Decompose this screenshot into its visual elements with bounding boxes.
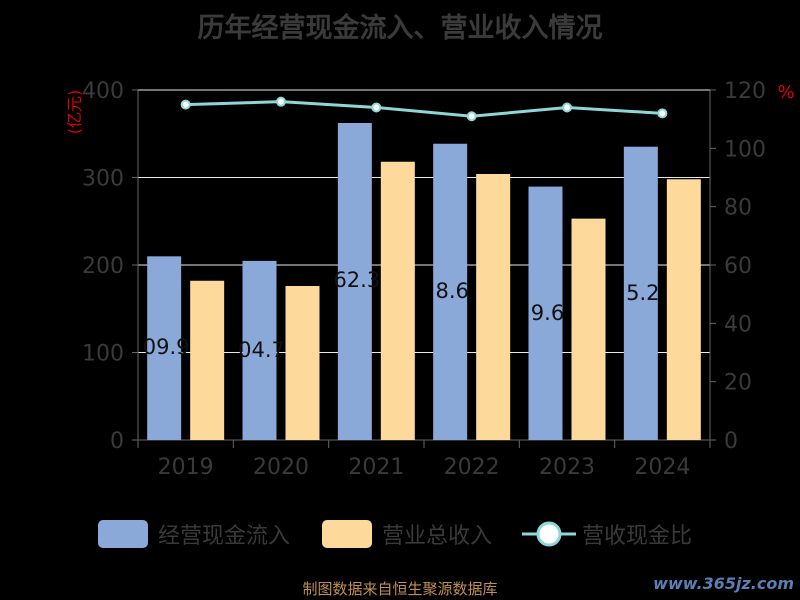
watermark: www.365jz.com <box>653 574 794 593</box>
legend-swatch-cash-inflow <box>98 520 148 548</box>
y-axis-right-title: % <box>777 82 794 103</box>
line-ratio <box>185 100 663 118</box>
y-tick-label-left: 100 <box>82 342 124 367</box>
bar-cash-inflow <box>528 186 563 440</box>
bar-cash-inflow <box>147 256 182 440</box>
y-tick-label-right: 120 <box>724 79 766 104</box>
y-tick-label-right: 80 <box>724 196 752 221</box>
data-label-cash-inflow: 09.9 <box>143 335 190 359</box>
x-tick-label: 2024 <box>634 455 690 480</box>
point-ratio <box>657 108 668 119</box>
y-tick-label-left: 300 <box>82 167 124 192</box>
data-label-cash-inflow: 8.6 <box>435 279 468 303</box>
bar-cash-inflow <box>242 260 277 440</box>
bar-revenue <box>666 179 701 440</box>
y-tick-label-right: 20 <box>724 371 752 396</box>
bar-revenue <box>285 286 320 440</box>
bar-revenue <box>476 174 511 440</box>
legend-label-revenue: 营业总收入 <box>382 524 493 549</box>
point-ratio <box>180 99 191 110</box>
x-tick-label: 2019 <box>158 455 214 480</box>
data-label-cash-inflow: 9.6 <box>531 301 564 325</box>
x-tick-label: 2020 <box>253 455 309 480</box>
data-label-cash-inflow: 5.2 <box>626 281 659 305</box>
y-tick-label-right: 40 <box>724 312 752 337</box>
legend-swatch-revenue <box>322 520 372 548</box>
point-ratio <box>562 102 572 113</box>
point-ratio <box>466 111 477 122</box>
point-ratio <box>276 96 286 107</box>
bar-revenue <box>571 218 606 440</box>
legend-item-ratio: 营收现金比 <box>522 518 692 550</box>
y-tick-label-left: 200 <box>82 254 124 279</box>
x-tick-label: 2023 <box>539 455 595 480</box>
bar-cash-inflow <box>433 143 468 440</box>
point-ratio <box>371 102 382 113</box>
chart-title: 历年经营现金流入、营业收入情况 <box>197 13 603 44</box>
bar-cash-inflow <box>623 146 658 440</box>
bar-revenue <box>190 280 225 440</box>
source-note: 制图数据来自恒生聚源数据库 <box>302 580 498 598</box>
y-tick-label-right: 0 <box>724 429 738 454</box>
legend-label-cash-inflow: 经营现金流入 <box>158 524 291 549</box>
data-label-cash-inflow: 04.7 <box>238 338 285 362</box>
data-label-cash-inflow: 62.3 <box>333 268 380 292</box>
y-tick-label-right: 100 <box>724 137 766 162</box>
legend-line-marker-icon <box>522 521 576 547</box>
y-axis-left-title: (亿元) <box>65 90 84 135</box>
y-tick-label-right: 60 <box>724 254 752 279</box>
bar-cash-inflow <box>337 122 372 441</box>
bar-revenue <box>380 161 415 440</box>
x-tick-label: 2022 <box>444 455 500 480</box>
y-tick-label-left: 400 <box>82 79 124 104</box>
y-tick-label-left: 0 <box>110 429 124 454</box>
legend-item-revenue: 营业总收入 <box>322 518 492 550</box>
legend-label-ratio: 营收现金比 <box>582 524 693 549</box>
x-tick-label: 2021 <box>348 455 404 480</box>
legend-item-cash-inflow: 经营现金流入 <box>98 518 290 550</box>
